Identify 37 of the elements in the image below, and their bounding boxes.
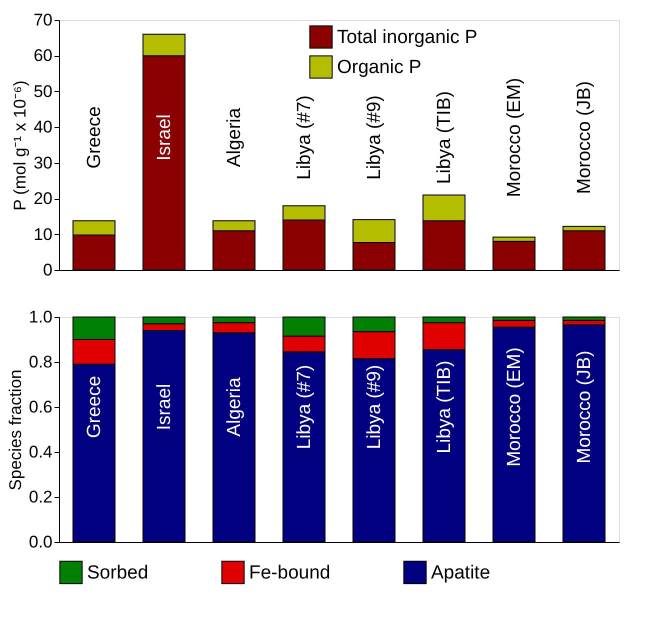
y-tick-label: 0 (43, 260, 52, 280)
category-label: Greece (84, 376, 105, 438)
y-tick-label: 20 (34, 189, 52, 208)
y-axis-title: P (mol g⁻¹ x 10⁻⁶) (10, 80, 30, 211)
y-tick-label: 0.2 (28, 488, 52, 506)
legend-label: Sorbed (87, 562, 148, 584)
y-tick-label: 70 (34, 10, 52, 30)
category-label: Greece (84, 106, 105, 169)
legend-label: Organic P (337, 57, 422, 78)
y-tick-label: 10 (34, 224, 52, 244)
category-label: Israel (154, 384, 175, 430)
y-tick-label: 30 (34, 153, 52, 172)
legend-label: Total inorganic P (337, 27, 478, 48)
y-tick-label: 50 (34, 82, 52, 101)
y-tick-label: 1.0 (28, 308, 52, 326)
category-label: Libya (#7) (294, 95, 315, 180)
y-tick-label: 40 (34, 118, 52, 137)
category-label: Morocco (JB) (574, 81, 595, 194)
category-label: Israel (154, 114, 175, 161)
category-label: Algeria (224, 108, 245, 168)
category-label: Algeria (224, 377, 245, 437)
category-label: Libya (TIB) (434, 91, 455, 184)
y-tick-label: 0.8 (28, 352, 52, 372)
category-label: Morocco (JB) (574, 350, 595, 464)
category-label: Morocco (EM) (504, 78, 525, 198)
y-tick-label: 60 (34, 46, 52, 66)
y-tick-label: 0.4 (28, 442, 52, 462)
legend-label: Apatite (431, 562, 490, 584)
y-tick-label: 0.0 (28, 532, 52, 552)
y-axis-title: Species fraction (6, 370, 25, 490)
category-label: Libya (TIB) (434, 360, 455, 454)
legend-label: Fe-bound (249, 562, 330, 584)
category-label: Libya (#9) (364, 95, 385, 180)
y-tick-label: 0.6 (28, 398, 52, 416)
category-label: Libya (#7) (294, 364, 315, 450)
category-label: Libya (#9) (364, 364, 385, 450)
category-label: Morocco (EM) (504, 347, 525, 467)
